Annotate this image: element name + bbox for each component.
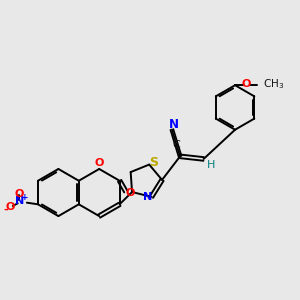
Text: H: H (207, 160, 215, 170)
Text: +: + (21, 193, 29, 202)
Text: O: O (6, 202, 15, 212)
Text: N: N (15, 196, 24, 206)
Text: N: N (142, 192, 152, 202)
Text: -: - (4, 205, 8, 215)
Text: O: O (242, 79, 251, 89)
Text: C: C (172, 140, 180, 150)
Text: O: O (15, 188, 24, 199)
Text: N: N (169, 118, 178, 131)
Text: S: S (149, 156, 158, 170)
Text: CH$_3$: CH$_3$ (262, 77, 284, 91)
Text: O: O (125, 188, 135, 198)
Text: O: O (94, 158, 104, 168)
